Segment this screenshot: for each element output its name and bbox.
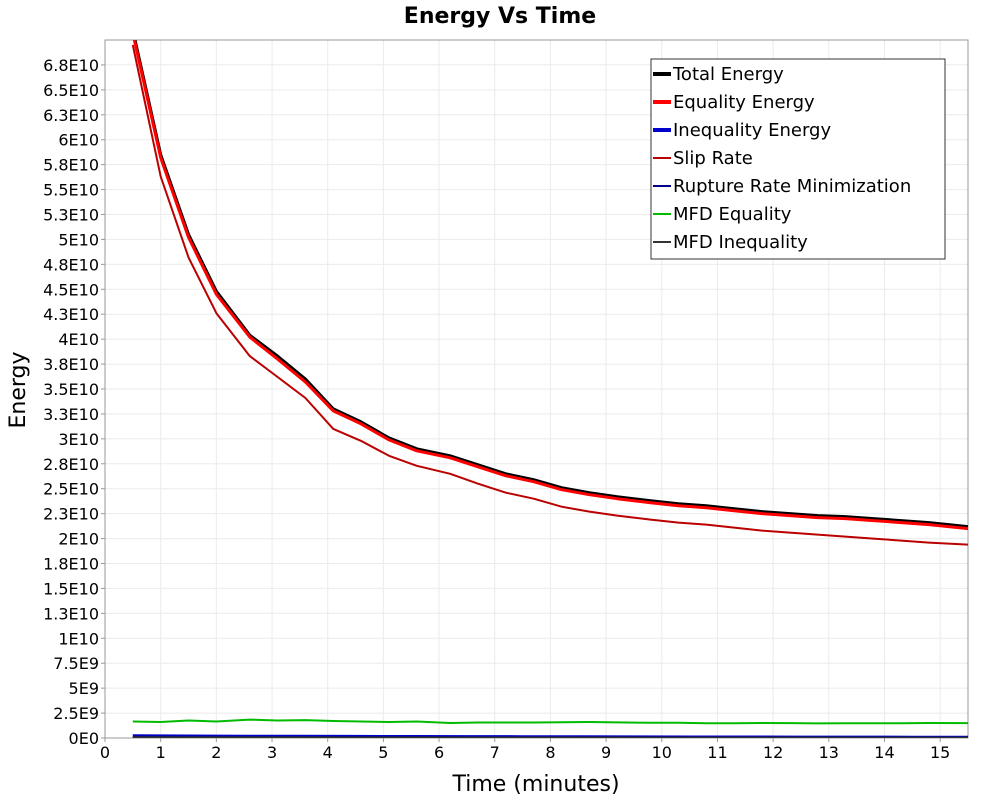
y-tick-label: 5.5E10 (43, 181, 99, 200)
x-tick-label: 6 (434, 743, 444, 762)
y-tick-label: 2E10 (58, 530, 99, 549)
y-tick-label: 3.3E10 (43, 405, 99, 424)
x-tick-label: 13 (819, 743, 839, 762)
y-tick-label: 3.8E10 (43, 355, 99, 374)
x-tick-label: 11 (707, 743, 727, 762)
legend-box (650, 58, 946, 260)
y-tick-label: 2.5E10 (43, 480, 99, 499)
y-tick-label: 2.3E10 (43, 505, 99, 524)
y-tick-label: 6.3E10 (43, 106, 99, 125)
x-tick-label: 15 (930, 743, 950, 762)
y-tick-label: 5E10 (58, 230, 99, 249)
y-tick-label: 6.5E10 (43, 81, 99, 100)
y-tick-label: 2.5E9 (53, 704, 99, 723)
legend-entry-label: Rupture Rate Minimization (673, 176, 911, 197)
x-tick-label: 4 (323, 743, 333, 762)
y-tick-label: 3E10 (58, 430, 99, 449)
y-tick-label: 7.5E9 (53, 654, 99, 673)
x-tick-label: 0 (100, 743, 110, 762)
x-axis-label: Time (minutes) (451, 772, 619, 797)
x-tick-label: 2 (211, 743, 221, 762)
x-tick-label: 7 (490, 743, 500, 762)
x-tick-label: 5 (378, 743, 388, 762)
y-tick-label: 1.5E10 (43, 579, 99, 598)
x-tick-label: 12 (763, 743, 783, 762)
x-tick-label: 14 (874, 743, 894, 762)
x-tick-label: 10 (652, 743, 672, 762)
series-line-mfd-equality (132, 718, 968, 725)
y-tick-label: 5.3E10 (43, 206, 99, 225)
x-tick-label: 8 (545, 743, 555, 762)
legend-entry-label: Slip Rate (673, 148, 753, 169)
y-tick-label: 2.8E10 (43, 455, 99, 474)
y-tick-label: 6E10 (58, 131, 99, 150)
series-line-total-energy (133, 40, 968, 529)
legend-entry-label: MFD Equality (673, 204, 792, 225)
y-tick-label: 0E0 (69, 729, 99, 748)
y-tick-label: 4.3E10 (43, 305, 99, 324)
y-tick-label: 1.3E10 (43, 604, 99, 623)
series-lines (131, 40, 968, 738)
legend-entry-label: Equality Energy (673, 92, 815, 113)
series-line-equality-energy (132, 40, 968, 531)
y-tick-label: 6.8E10 (43, 56, 99, 75)
y-tick-label: 5E9 (69, 679, 99, 698)
legend: Total Energy Equality Energy Inequality En… (650, 58, 946, 260)
legend-entry-label: Inequality Energy (673, 120, 831, 141)
y-axis-ticks: 0E0 2.5E9 5E9 7.5E9 1E10 1.3E10 1.5E10 1.8E10 2E… (43, 56, 105, 748)
x-tick-label: 9 (601, 743, 611, 762)
y-tick-label: 1.8E10 (43, 555, 99, 574)
y-tick-label: 1E10 (58, 629, 99, 648)
chart-title: Energy Vs Time (404, 4, 596, 29)
y-tick-label: 5.8E10 (43, 156, 99, 175)
y-tick-label: 3.5E10 (43, 380, 99, 399)
y-tick-label: 4.8E10 (43, 255, 99, 274)
x-axis-ticks: 0 1 2 3 4 5 6 7 8 9 10 11 12 13 14 15 (100, 738, 950, 762)
x-tick-label: 1 (156, 743, 166, 762)
legend-entry-label: MFD Inequality (673, 232, 808, 253)
x-tick-label: 3 (267, 743, 277, 762)
legend-entry-label: Total Energy (672, 64, 784, 85)
y-axis-label: Energy (6, 351, 31, 428)
y-tick-label: 4E10 (58, 330, 99, 349)
series-line-slip-rate (131, 44, 968, 546)
y-tick-label: 4.5E10 (43, 280, 99, 299)
